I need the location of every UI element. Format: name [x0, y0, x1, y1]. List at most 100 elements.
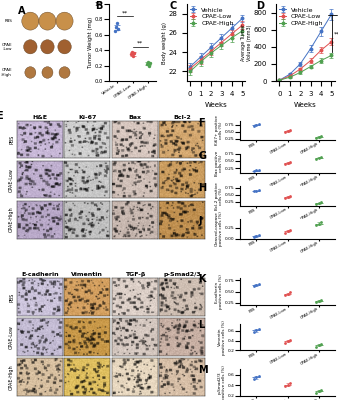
Point: [285, 228, 290, 234]
Text: J: J: [198, 216, 202, 226]
Point: [285, 338, 290, 344]
Point: [314, 201, 319, 207]
Point: [147, 60, 152, 66]
Point: [287, 289, 293, 296]
Text: **: **: [122, 10, 128, 15]
Text: B: B: [95, 1, 102, 11]
Point: [316, 134, 322, 140]
Y-axis label: Bcl-2 positive
cells (%): Bcl-2 positive cells (%): [215, 182, 223, 210]
Point: [128, 51, 134, 57]
Point: [314, 222, 319, 228]
Point: [319, 340, 324, 347]
Point: [316, 388, 322, 394]
Point: [256, 232, 261, 238]
Y-axis label: PBS: PBS: [9, 135, 14, 144]
Point: [113, 28, 118, 34]
Y-axis label: Average Tumor
Volume (mm3): Average Tumor Volume (mm3): [241, 24, 252, 61]
Point: [254, 122, 259, 128]
Point: [319, 199, 324, 206]
Point: [314, 134, 319, 141]
Point: [287, 159, 293, 165]
Point: [285, 128, 290, 134]
Text: L: L: [198, 320, 204, 330]
Text: PBS: PBS: [4, 19, 12, 23]
Title: Bcl-2: Bcl-2: [173, 114, 191, 120]
X-axis label: Weeks: Weeks: [294, 102, 317, 108]
Point: [319, 219, 324, 226]
Point: [130, 53, 136, 60]
Point: [282, 340, 288, 346]
Y-axis label: CPAE-High: CPAE-High: [9, 364, 14, 390]
Text: A: A: [18, 6, 26, 16]
Ellipse shape: [59, 67, 70, 78]
Text: M: M: [198, 365, 208, 375]
X-axis label: Weeks: Weeks: [205, 102, 227, 108]
Point: [316, 200, 322, 206]
Point: [319, 386, 324, 393]
Point: [285, 290, 290, 297]
Ellipse shape: [24, 40, 37, 54]
Text: F: F: [198, 118, 205, 128]
Point: [314, 390, 319, 396]
Text: CPAE
-Low: CPAE -Low: [1, 42, 12, 51]
Y-axis label: Vimentin
positive cells (%): Vimentin positive cells (%): [218, 320, 226, 354]
Point: [319, 133, 324, 139]
Ellipse shape: [22, 12, 39, 30]
Point: [251, 188, 256, 194]
Point: [114, 24, 119, 30]
Y-axis label: Bax positive
cells (%): Bax positive cells (%): [215, 150, 223, 176]
Legend: Vehicle, CPAE-Low, CPAE-High: Vehicle, CPAE-Low, CPAE-High: [190, 7, 234, 26]
Y-axis label: CPAE-Low: CPAE-Low: [9, 325, 14, 349]
Text: K: K: [198, 274, 206, 284]
Point: [251, 376, 256, 382]
Ellipse shape: [25, 67, 36, 78]
Point: [287, 380, 293, 386]
Y-axis label: CPAE-High: CPAE-High: [9, 207, 14, 232]
Title: p-Smad2/3: p-Smad2/3: [164, 272, 201, 277]
Point: [254, 187, 259, 194]
Point: [115, 20, 120, 26]
Y-axis label: Cleaved-caspase
positive cells (%): Cleaved-caspase positive cells (%): [215, 212, 223, 246]
Point: [251, 122, 256, 129]
Point: [287, 193, 293, 200]
Point: [282, 383, 288, 390]
Point: [287, 127, 293, 133]
Point: [254, 374, 259, 380]
Point: [316, 298, 322, 304]
Title: TGF-β: TGF-β: [125, 272, 145, 277]
Title: E-cadherin: E-cadherin: [21, 272, 58, 277]
Title: Bax: Bax: [128, 114, 141, 120]
Point: [254, 233, 259, 239]
Point: [314, 343, 319, 350]
Point: [256, 280, 261, 287]
Point: [316, 154, 322, 161]
Point: [145, 58, 150, 65]
Point: [314, 155, 319, 162]
Point: [256, 186, 261, 193]
Text: CPAE
-High: CPAE -High: [1, 68, 12, 77]
Point: [131, 50, 137, 56]
Y-axis label: p-Smad2/3
positive cells (%): p-Smad2/3 positive cells (%): [218, 365, 226, 400]
Point: [282, 229, 288, 236]
Point: [146, 62, 151, 69]
Y-axis label: PBS: PBS: [9, 292, 14, 302]
Point: [254, 282, 259, 288]
Ellipse shape: [42, 67, 53, 78]
Text: **: **: [137, 41, 144, 46]
Point: [256, 372, 261, 379]
Point: [287, 227, 293, 233]
Legend: Vehicle, CPAE-Low, CPAE-High: Vehicle, CPAE-Low, CPAE-High: [280, 7, 323, 26]
Point: [254, 327, 259, 334]
Title: H&E: H&E: [32, 114, 47, 120]
Text: G: G: [198, 151, 206, 161]
Y-axis label: Body weight (g): Body weight (g): [162, 22, 167, 64]
Text: C: C: [170, 1, 177, 11]
Point: [256, 121, 261, 127]
Ellipse shape: [41, 40, 54, 54]
Y-axis label: Ki67+ positive
cells (%): Ki67+ positive cells (%): [215, 115, 223, 145]
Point: [251, 329, 256, 335]
Point: [251, 234, 256, 240]
Point: [256, 167, 261, 173]
Point: [254, 167, 259, 174]
Point: [282, 292, 288, 298]
